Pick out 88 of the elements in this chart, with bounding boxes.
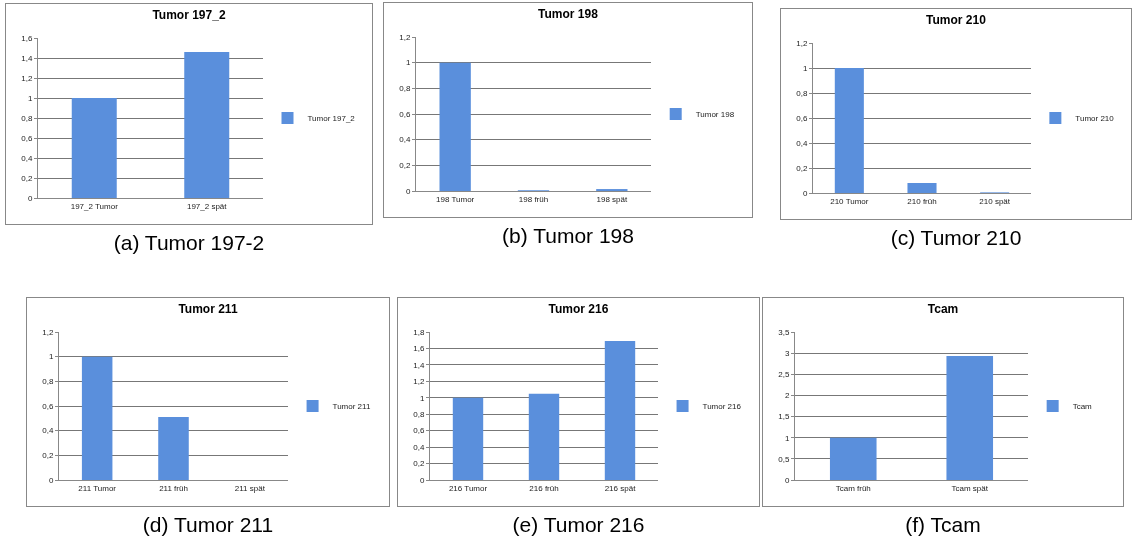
x-tick-label: 211 Tumor [78, 483, 117, 493]
chart-title: Tumor 216 [548, 301, 609, 316]
y-tick-label: 1,6 [413, 344, 425, 354]
y-tick-label: 2,5 [778, 370, 790, 380]
y-tick-label: 0,4 [796, 138, 808, 148]
y-tick-label: 0,8 [796, 88, 808, 98]
y-tick-label: 3,5 [778, 327, 790, 337]
text: (f) Tcam [904, 513, 982, 537]
y-tick-label: 0,2 [399, 161, 411, 171]
y-tick-label: 1,2 [42, 327, 54, 337]
y-tick-label: 1,2 [21, 73, 33, 83]
x-tick-label: 198 Tumor [436, 194, 475, 204]
y-tick-label: 0,2 [796, 163, 808, 173]
x-tick-label: 216 Tumor [448, 483, 488, 493]
legend-label: Tumor 198 [695, 110, 735, 120]
y-tick-label: 0,4 [21, 153, 33, 163]
legend-label: Tumor 210 [1075, 114, 1115, 124]
x-tick-label: Tcam spät [951, 483, 989, 493]
x-tick-label: Tcam früh [835, 483, 871, 493]
y-tick-label: 0,4 [413, 442, 425, 452]
y-tick-label: 0,5 [778, 454, 790, 464]
y-tick-label: 0 [405, 186, 411, 196]
y-tick-label: 0,8 [399, 84, 411, 94]
y-tick-label: 1,8 [413, 327, 425, 337]
bar [452, 397, 484, 480]
y-tick-label: 0,4 [399, 135, 411, 145]
chart-title: Tumor 211 [178, 301, 238, 316]
y-tick-label: 0,4 [42, 426, 54, 436]
text: (c) Tumor 210 [889, 226, 1023, 250]
x-tick-label: 198 spät [596, 194, 628, 204]
y-tick-label: 0,6 [399, 109, 411, 119]
bar [439, 62, 471, 191]
y-tick-label: 1 [27, 93, 33, 103]
y-tick-label: 0,2 [21, 173, 33, 183]
y-tick-label: 1,2 [413, 377, 425, 387]
legend-label: Tumor 197_2 [307, 114, 356, 124]
y-tick-label: 0,6 [413, 426, 425, 436]
text: (e) Tumor 216 [511, 513, 646, 537]
y-tick-label: 0,8 [42, 377, 54, 387]
bar [907, 183, 937, 193]
chart-title: Tumor 210 [926, 12, 987, 27]
y-tick-label: 0 [784, 475, 790, 485]
y-tick-label: 1 [48, 352, 54, 362]
y-tick-label: 1,4 [21, 53, 33, 63]
y-tick-label: 2 [784, 391, 790, 401]
x-tick-label: 210 Tumor [830, 196, 869, 206]
y-tick-label: 0,6 [21, 133, 33, 143]
y-tick-label: 0 [48, 475, 54, 485]
x-tick-label: 216 früh [529, 483, 559, 493]
x-tick-label: 197_2 spät [186, 201, 228, 211]
y-tick-label: 1 [802, 63, 808, 73]
chart-title: Tcam [927, 301, 959, 316]
y-tick-label: 0,6 [796, 113, 808, 123]
bar [604, 341, 636, 480]
y-tick-label: 0,2 [413, 459, 425, 469]
y-tick-label: 1,4 [413, 360, 425, 370]
y-tick-label: 0 [27, 193, 33, 203]
y-tick-label: 1,6 [21, 33, 33, 43]
y-tick-label: 3 [784, 348, 790, 358]
chart-title: Tumor 198 [538, 6, 599, 21]
text: (a) Tumor 197-2 [112, 231, 266, 255]
x-tick-label: 210 spät [979, 196, 1011, 206]
y-tick-label: 1 [405, 58, 411, 68]
x-tick-label: 198 früh [518, 194, 549, 204]
bar [834, 68, 864, 193]
y-tick-label: 0,6 [42, 401, 54, 411]
y-tick-label: 1 [784, 433, 790, 443]
chart-title: Tumor 197_2 [152, 8, 226, 22]
legend-label: Tcam [1072, 402, 1093, 412]
legend-label: Tumor 211 [332, 402, 371, 412]
y-tick-label: 1,2 [399, 32, 411, 42]
y-tick-label: 1,5 [778, 412, 790, 422]
text: (d) Tumor 211 [141, 513, 275, 537]
y-tick-label: 0,8 [21, 113, 33, 123]
y-tick-label: 1,2 [796, 38, 808, 48]
bar [528, 393, 560, 480]
legend-label: Tumor 216 [702, 402, 742, 412]
x-tick-label: 211 früh [159, 483, 188, 493]
y-tick-label: 1 [419, 393, 425, 403]
text: (b) Tumor 198 [501, 224, 635, 248]
x-tick-label: 210 früh [907, 196, 937, 206]
x-tick-label: 211 spät [234, 483, 266, 493]
x-tick-label: 197_2 Tumor [70, 201, 119, 211]
y-tick-label: 0 [419, 475, 425, 485]
y-tick-label: 0,8 [413, 410, 425, 420]
y-tick-label: 0 [802, 188, 808, 198]
x-tick-label: 216 spät [604, 483, 637, 493]
y-tick-label: 0,2 [42, 451, 54, 461]
